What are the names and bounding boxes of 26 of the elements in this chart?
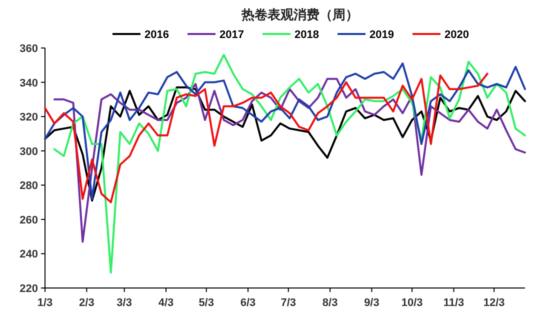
- y-tick-label: 240: [20, 248, 38, 261]
- legend-label: 2016: [144, 29, 169, 41]
- x-tick-label: 5/3: [198, 297, 214, 309]
- x-tick-label: 2/3: [79, 297, 94, 309]
- y-tick-label: 300: [20, 146, 38, 158]
- legend-label: 2019: [370, 29, 394, 41]
- y-tick-label: 340: [20, 77, 38, 90]
- x-tick-label: 6/3: [240, 297, 256, 309]
- x-tick-label: 8/3: [322, 297, 338, 309]
- chart-title: 热卷表观消费（周）: [240, 7, 358, 22]
- y-tick-label: 260: [20, 214, 38, 226]
- x-tick-label: 3/3: [116, 297, 132, 309]
- x-tick-label: 7/3: [280, 297, 296, 309]
- y-tick-label: 220: [20, 283, 38, 295]
- x-tick-label: 4/3: [158, 297, 174, 309]
- y-tick-label: 360: [20, 43, 38, 55]
- legend-label: 2020: [444, 29, 469, 41]
- x-tick-label: 9/3: [364, 297, 380, 309]
- x-tick-label: 1/3: [37, 297, 53, 309]
- x-tick-label: 10/3: [401, 297, 423, 309]
- y-tick-label: 280: [20, 180, 38, 192]
- legend-label: 2018: [294, 29, 319, 41]
- y-tick-label: 320: [20, 112, 38, 124]
- x-tick-label: 12/3: [483, 297, 505, 309]
- legend-label: 2017: [220, 29, 244, 41]
- x-tick-label: 11/3: [443, 297, 464, 309]
